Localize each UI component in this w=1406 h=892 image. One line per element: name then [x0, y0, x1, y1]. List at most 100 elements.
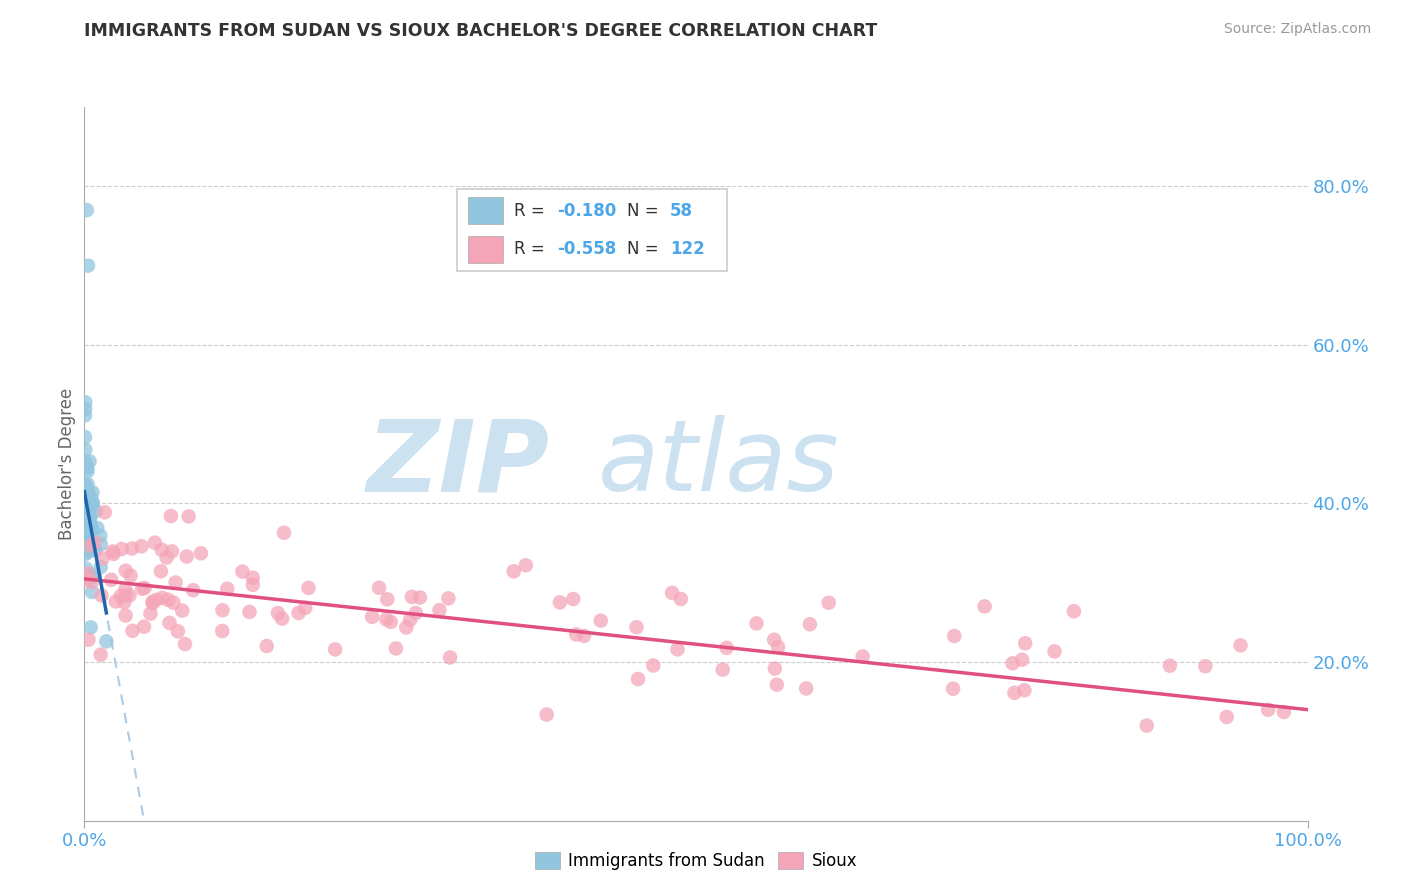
Point: [111, 541, 134, 556]
Text: R =: R =: [515, 202, 544, 220]
Point: [437, 591, 460, 606]
Point: [297, 581, 319, 595]
Point: [817, 596, 839, 610]
Point: [323, 642, 346, 657]
Point: [145, 593, 167, 607]
Point: [626, 620, 648, 634]
Point: [114, 582, 136, 597]
Point: [110, 589, 132, 603]
Point: [75, 478, 97, 492]
Point: [80, 620, 103, 634]
Point: [942, 681, 965, 696]
Point: [77, 541, 100, 555]
Point: [76, 572, 98, 586]
Point: [76, 530, 98, 544]
Point: [217, 582, 239, 596]
Bar: [468, 197, 503, 225]
Point: [157, 592, 180, 607]
Point: [273, 525, 295, 540]
Point: [643, 658, 665, 673]
Point: [515, 558, 537, 573]
Point: [562, 592, 585, 607]
Point: [76, 491, 98, 505]
Text: N =: N =: [627, 202, 658, 220]
Point: [1004, 686, 1026, 700]
Point: [79, 510, 101, 524]
Point: [80, 570, 103, 584]
Point: [80, 518, 103, 533]
Point: [589, 614, 612, 628]
Point: [79, 454, 101, 468]
Y-axis label: Bachelor's Degree: Bachelor's Degree: [58, 388, 76, 540]
Point: [536, 707, 558, 722]
Point: [90, 648, 112, 662]
Point: [76, 461, 98, 475]
Point: [77, 545, 100, 559]
Point: [121, 624, 143, 638]
Point: [131, 539, 153, 553]
Point: [76, 203, 98, 218]
Text: IMMIGRANTS FROM SUDAN VS SIOUX BACHELOR'S DEGREE CORRELATION CHART: IMMIGRANTS FROM SUDAN VS SIOUX BACHELOR'…: [84, 22, 877, 40]
Point: [1043, 644, 1066, 658]
Point: [211, 603, 233, 617]
Point: [711, 663, 734, 677]
Point: [79, 568, 101, 582]
Point: [96, 634, 118, 648]
Point: [114, 608, 136, 623]
Point: [242, 578, 264, 592]
Point: [271, 612, 294, 626]
Point: [380, 615, 402, 629]
Point: [100, 573, 122, 587]
Point: [77, 632, 100, 647]
Point: [1063, 604, 1085, 618]
Point: [84, 543, 107, 558]
Point: [94, 505, 117, 519]
Point: [90, 560, 112, 574]
Point: [565, 627, 588, 641]
Point: [73, 528, 96, 542]
Point: [666, 642, 689, 657]
Point: [75, 537, 97, 551]
Point: [375, 592, 398, 607]
Point: [134, 581, 156, 595]
Point: [90, 589, 112, 603]
Point: [150, 542, 173, 557]
Point: [77, 505, 100, 519]
Point: [75, 456, 97, 470]
Point: [73, 509, 96, 524]
Point: [763, 632, 786, 647]
Point: [765, 678, 787, 692]
Point: [120, 568, 142, 582]
Point: [79, 509, 101, 524]
Point: [86, 521, 108, 535]
Point: [174, 637, 197, 651]
Text: -0.558: -0.558: [557, 240, 616, 258]
Point: [399, 613, 422, 627]
Point: [1014, 636, 1036, 650]
Text: 58: 58: [671, 202, 693, 220]
Point: [89, 528, 111, 542]
Point: [1229, 638, 1251, 652]
Point: [75, 395, 97, 409]
Point: [716, 640, 738, 655]
Point: [1194, 659, 1216, 673]
Point: [77, 259, 100, 273]
Point: [73, 409, 96, 423]
Point: [502, 564, 524, 578]
Point: [82, 496, 104, 510]
Point: [75, 522, 97, 536]
Point: [82, 495, 104, 509]
Point: [91, 551, 114, 566]
Point: [1216, 710, 1239, 724]
Point: [76, 477, 98, 491]
Point: [83, 569, 105, 583]
Point: [103, 547, 125, 561]
Point: [114, 564, 136, 578]
Point: [943, 629, 966, 643]
Point: [76, 501, 98, 516]
Point: [627, 672, 650, 686]
FancyBboxPatch shape: [457, 189, 727, 271]
Point: [84, 504, 107, 518]
Point: [77, 491, 100, 505]
Point: [361, 610, 384, 624]
